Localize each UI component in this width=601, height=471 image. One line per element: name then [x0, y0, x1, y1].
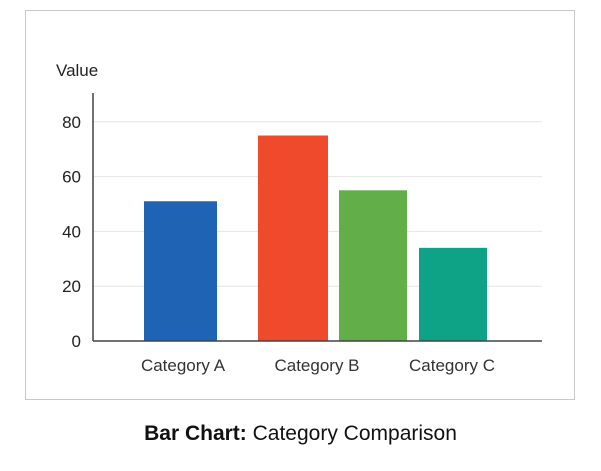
- bar-4: [419, 247, 487, 341]
- caption-bold: Bar Chart:: [144, 422, 247, 445]
- chart-caption: Bar Chart: Category Comparison: [0, 422, 601, 446]
- y-axis-label: Value: [56, 61, 98, 80]
- bars: [144, 135, 487, 341]
- caption-rest: Category Comparison: [246, 422, 457, 445]
- y-tick-label: 80: [62, 113, 81, 132]
- category-label: Category C: [409, 356, 495, 375]
- y-tick-label: 40: [62, 222, 81, 241]
- y-tick-label: 20: [62, 277, 81, 296]
- category-label: Category A: [141, 356, 226, 375]
- y-tick-labels: 0 20 40 60 80: [62, 113, 81, 351]
- category-labels: Category A Category B Category C: [141, 356, 495, 375]
- y-tick-label: 0: [72, 332, 81, 351]
- bar-2: [258, 135, 328, 341]
- bar-3: [339, 190, 407, 341]
- y-tick-label: 60: [62, 168, 81, 187]
- axes: [92, 93, 542, 342]
- category-label: Category B: [274, 356, 359, 375]
- bar-1: [144, 201, 217, 341]
